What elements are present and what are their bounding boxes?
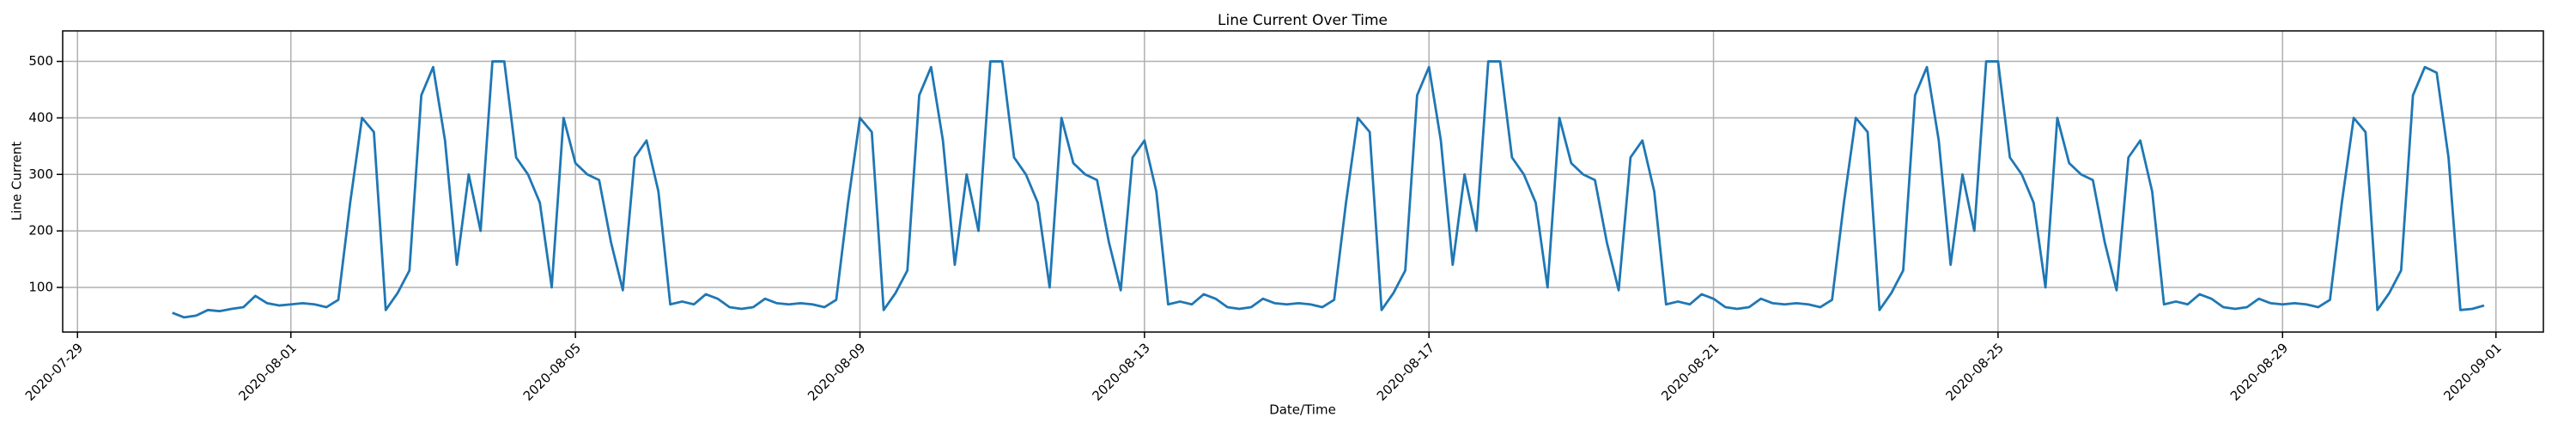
y-axis-label: Line Current [9, 142, 25, 221]
plot-frame [62, 30, 2544, 333]
y-tick-label: 200 [28, 223, 53, 239]
y-tick-label: 400 [28, 110, 53, 125]
y-tick-label: 100 [28, 279, 53, 294]
x-axis-label: Date/Time [1269, 402, 1336, 418]
y-tick-label: 500 [28, 53, 53, 69]
data-line [172, 60, 2485, 319]
chart-title: Line Current Over Time [1218, 12, 1388, 29]
y-tick-label: 300 [28, 166, 53, 182]
